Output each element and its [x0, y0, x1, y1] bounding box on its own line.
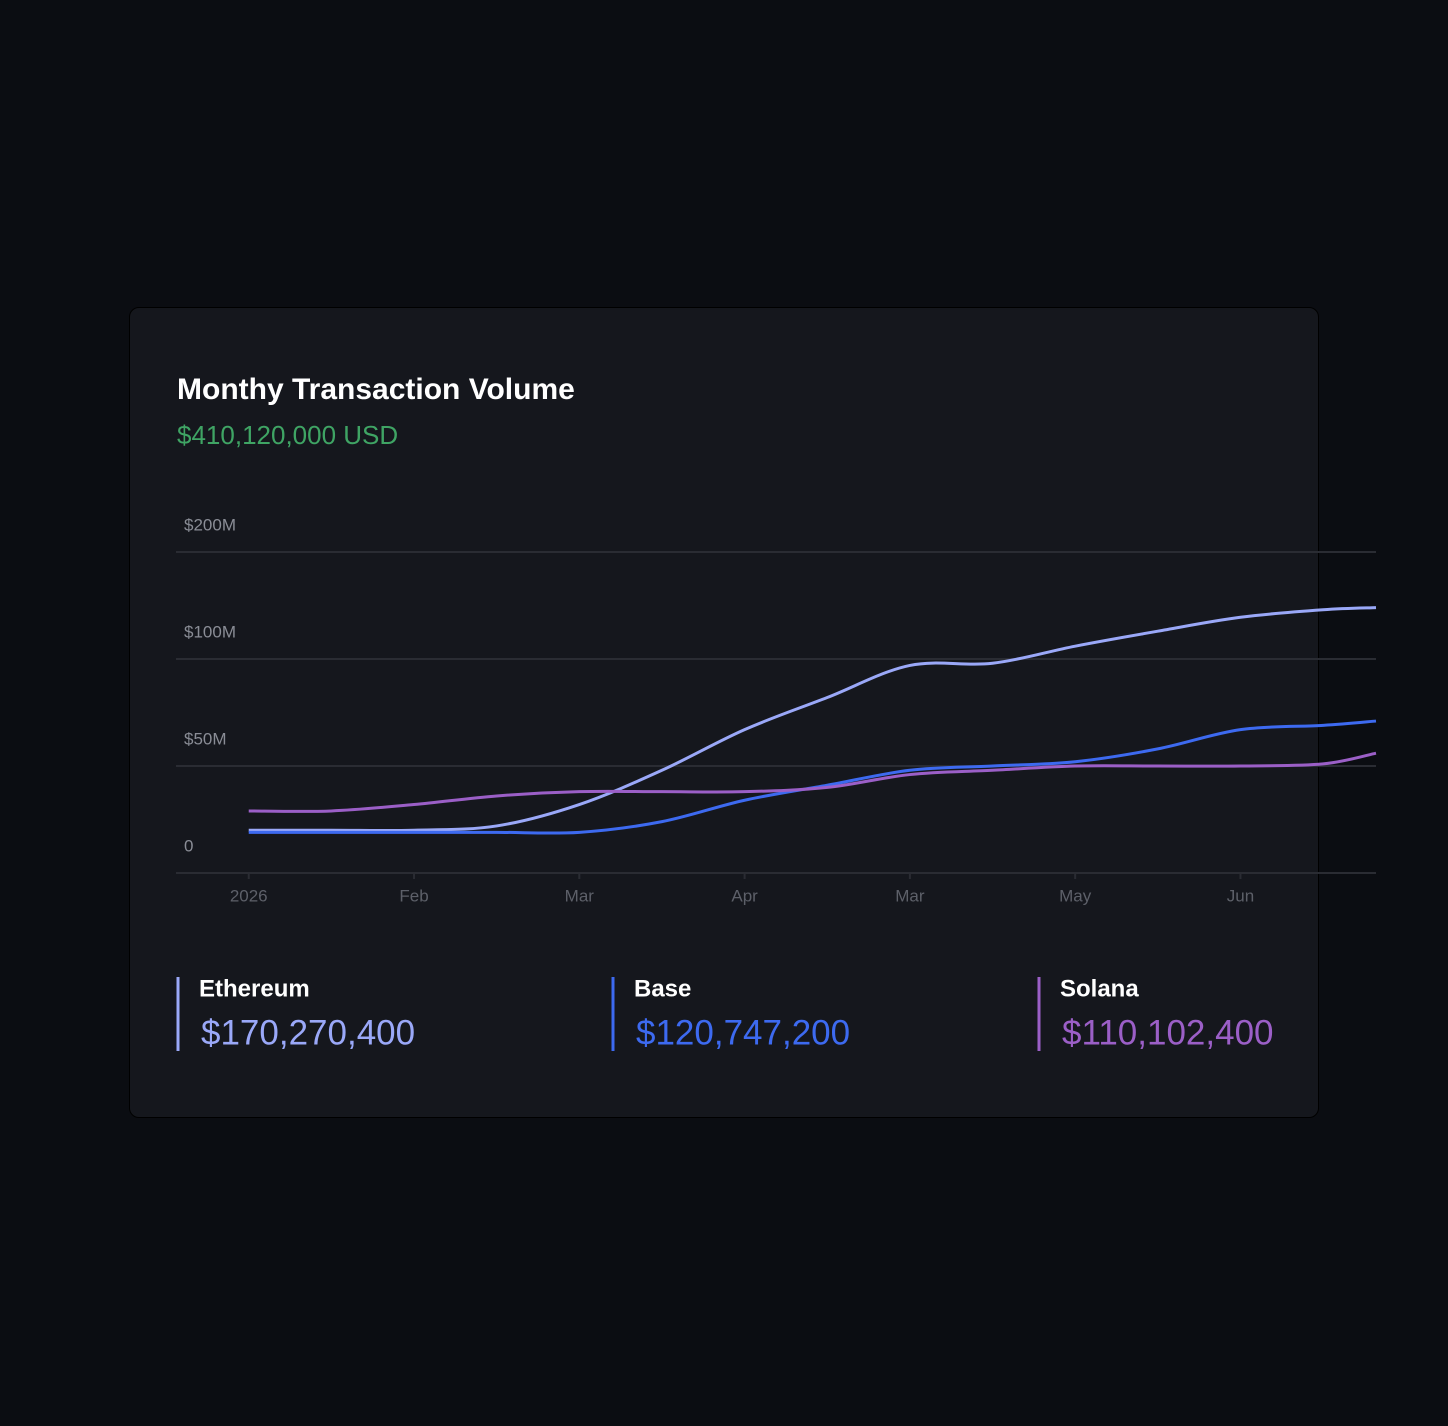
card: [129, 307, 1319, 1118]
x-tick-label: Jun: [1227, 886, 1254, 905]
legend-total: $110,102,400: [1062, 1013, 1274, 1052]
legend-name: Solana: [1060, 975, 1139, 1002]
y-tick-label: $50M: [184, 729, 227, 748]
chart-subtitle: $410,120,000 USD: [177, 420, 398, 450]
series-line: [248, 719, 1377, 835]
y-tick-label: $200M: [184, 515, 236, 534]
legend-bar: [611, 977, 615, 1051]
series-line: [248, 751, 1377, 813]
legend-bar: [1037, 977, 1041, 1051]
legend-name: Ethereum: [199, 975, 310, 1002]
x-tick-label: Mar: [895, 886, 925, 905]
legend-name: Base: [634, 975, 691, 1002]
legend-total: $120,747,200: [636, 1013, 850, 1052]
x-tick-label: May: [1059, 886, 1092, 905]
chart-title: Monthy Transaction Volume: [177, 373, 575, 406]
legend-total: $170,270,400: [201, 1013, 415, 1052]
x-tick-label: Apr: [731, 886, 758, 905]
series-line: [248, 606, 1377, 833]
legend-bar: [176, 977, 180, 1051]
y-tick-label: 0: [184, 836, 193, 855]
x-tick-label: Mar: [565, 886, 595, 905]
y-tick-label: $100M: [184, 622, 236, 641]
x-tick-label: Feb: [399, 886, 428, 905]
x-tick-label: 2026: [230, 886, 268, 905]
